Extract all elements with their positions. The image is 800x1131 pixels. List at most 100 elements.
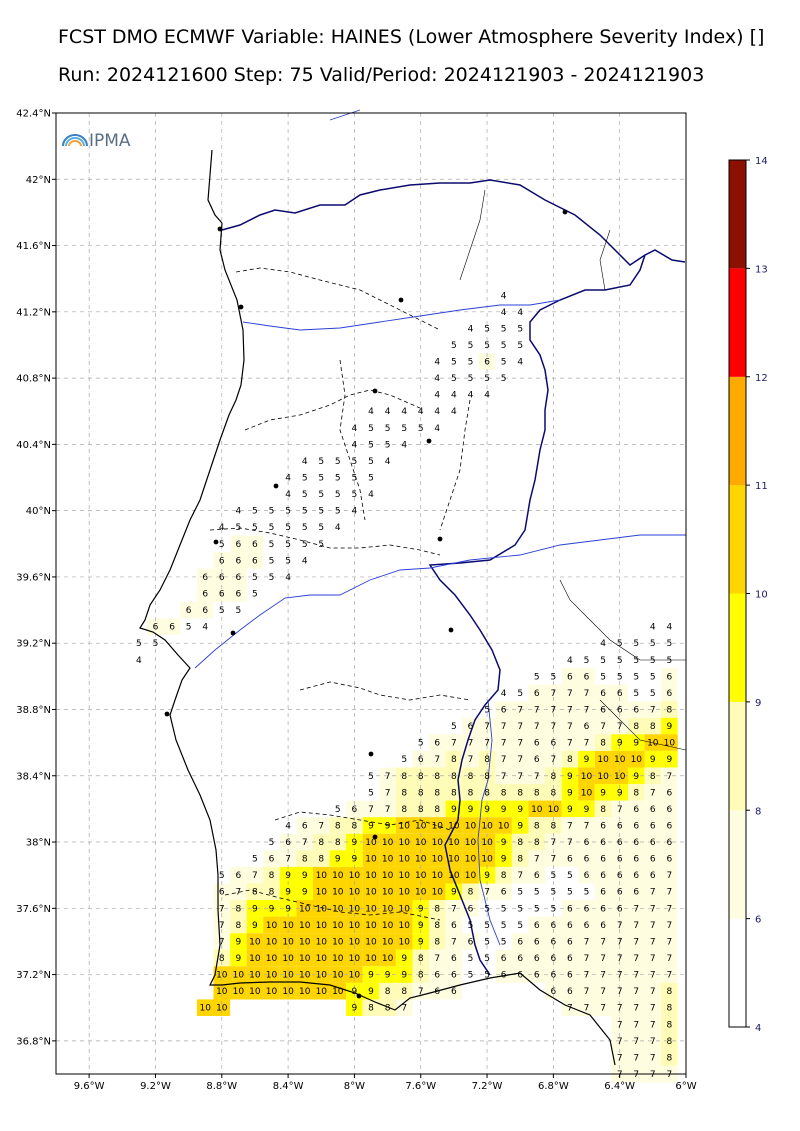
heatmap-cell (594, 883, 612, 901)
grid-value: 9 (451, 888, 457, 898)
heatmap-cell (313, 916, 330, 934)
grid-value: 6 (534, 921, 540, 931)
heatmap-cell (644, 982, 662, 1000)
grid-value: 7 (667, 954, 673, 964)
lat-tick-label: 39.6°N (16, 572, 51, 583)
grid-value: 10 (299, 954, 311, 964)
grid-value: 5 (285, 523, 291, 533)
grid-value: 10 (481, 822, 493, 832)
heatmap-cell (429, 800, 446, 818)
heatmap-cell (628, 1016, 645, 1033)
lat-tick-label: 36.8°N (16, 1036, 51, 1047)
heatmap-cell (511, 784, 529, 801)
heatmap-cell (445, 916, 463, 934)
grid-value: 10 (481, 838, 493, 848)
grid-values: 44 44 5 5 55 5 5 5 54 5 5 6 5 44 5 5 5 54 4 4 44 4 4 4 4 44 5 5 5 5 44… (136, 291, 675, 1080)
grid-value: 5 (517, 689, 523, 699)
heatmap-cell (296, 850, 313, 867)
heatmap-cell (296, 817, 313, 834)
grid-value: 6 (501, 971, 507, 981)
grid-value: 7 (617, 1037, 623, 1047)
grid-value: 5 (501, 358, 507, 368)
grid-value: 8 (434, 904, 440, 914)
grid-value: 9 (418, 904, 424, 914)
grid-value: 5 (302, 523, 308, 533)
heatmap-cell (263, 933, 280, 950)
heatmap-cell (661, 999, 678, 1016)
grid-value: 8 (650, 772, 656, 782)
grid-value: 5 (484, 324, 490, 334)
grid-value: 10 (465, 855, 477, 865)
grid-value: 5 (285, 540, 291, 550)
lat-tick-label: 38.4°N (16, 771, 51, 782)
grid-value: 5 (633, 672, 639, 682)
heatmap-cell (511, 949, 529, 967)
heatmap-cell (230, 916, 247, 934)
heatmap-cell (362, 982, 380, 1000)
grid-value: 9 (285, 871, 291, 881)
grid-value: 8 (318, 855, 324, 865)
grid-value: 10 (398, 937, 410, 947)
heatmap-cell (511, 866, 529, 884)
grid-value: 8 (434, 921, 440, 931)
lon-tick-label: 7.6°W (405, 1081, 436, 1092)
grid-value: 5 (633, 656, 639, 666)
heatmap-cell (445, 966, 463, 983)
grid-value: 6 (418, 755, 424, 765)
heatmap-cell (395, 850, 413, 867)
lat-tick-label: 40.4°N (16, 440, 51, 451)
grid-value: 5 (517, 324, 523, 334)
heatmap-cell (329, 982, 347, 1000)
grid-value: 7 (650, 788, 656, 798)
grid-value: 6 (534, 937, 540, 947)
grid-value: 10 (249, 937, 261, 947)
grid-value: 10 (415, 888, 427, 898)
heatmap-cell (661, 850, 678, 867)
heatmap-cell (362, 800, 380, 818)
grid-value: 6 (650, 805, 656, 815)
heatmap-cell (661, 800, 678, 818)
grid-value: 5 (600, 656, 606, 666)
heatmap-cell (412, 982, 429, 1000)
grid-value: 8 (451, 788, 457, 798)
grid-value: 10 (415, 822, 427, 832)
heatmap-cell (263, 883, 280, 901)
grid-value: 8 (418, 954, 424, 964)
grid-value: 10 (349, 937, 361, 947)
grid-value: 10 (332, 871, 344, 881)
grid-value: 10 (631, 755, 643, 765)
grid-value: 5 (335, 457, 341, 467)
grid-value: 4 (401, 440, 407, 450)
lat-tick-label: 38.8°N (16, 705, 51, 716)
heatmap-cell (379, 999, 396, 1016)
grid-value: 8 (451, 772, 457, 782)
grid-value: 5 (335, 474, 341, 484)
grid-value: 8 (252, 888, 258, 898)
heatmap-cell (213, 966, 231, 983)
grid-value: 6 (650, 838, 656, 848)
heatmap-cell (594, 800, 612, 818)
grid-value: 5 (567, 888, 573, 898)
grid-value: 8 (501, 788, 507, 798)
heatmap-cell (246, 535, 264, 553)
grid-value: 8 (434, 805, 440, 815)
heatmap-cell (230, 982, 247, 1000)
grid-value: 4 (434, 358, 440, 368)
grid-value: 8 (468, 888, 474, 898)
heatmap-cell (528, 916, 546, 934)
grid-value: 5 (302, 490, 308, 500)
lon-tick-label: 6°W (675, 1081, 696, 1092)
heatmap-cell (329, 949, 347, 967)
logo-arc-icon (62, 134, 88, 147)
grid-value: 10 (266, 937, 278, 947)
grid-value: 6 (584, 838, 590, 848)
colorbar-band (729, 810, 746, 919)
grid-value: 10 (349, 904, 361, 914)
heatmap-cell (230, 866, 247, 884)
heatmap-cell (611, 784, 628, 801)
grid-value: 7 (219, 937, 225, 947)
heatmap-cell (561, 916, 579, 934)
grid-value: 4 (236, 507, 242, 517)
heatmap-cell (578, 982, 595, 1000)
grid-value: 7 (600, 971, 606, 981)
